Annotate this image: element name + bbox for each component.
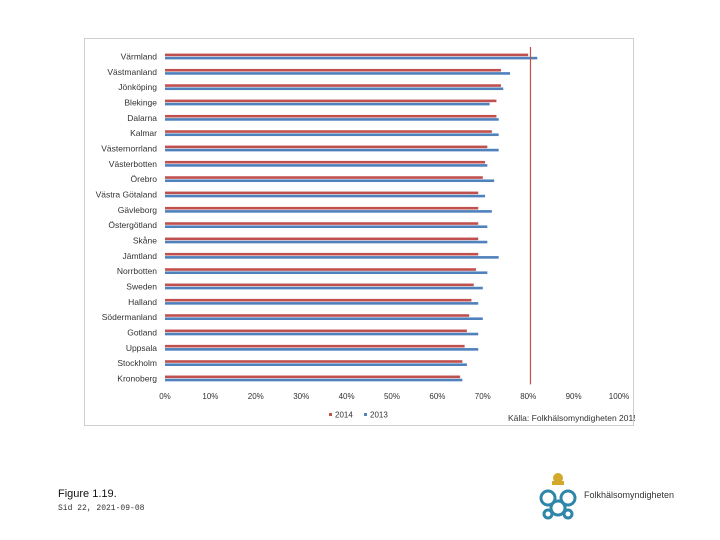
x-tick-label: 90% [566, 392, 582, 401]
category-label: Västernorrland [101, 143, 157, 153]
legend-label: 2014 [335, 411, 353, 420]
source-label: Källa: Folkhälsomyndigheten 2015 [508, 413, 635, 423]
category-label: Östergötland [108, 220, 157, 230]
x-tick-label: 20% [248, 392, 264, 401]
category-label: Skåne [133, 235, 157, 245]
category-label: Gotland [127, 327, 157, 337]
bar-2013 [165, 225, 488, 229]
bar-2014 [165, 283, 474, 287]
legend-label: 2013 [370, 411, 388, 420]
bar-2013 [165, 271, 488, 275]
bar-2013 [165, 179, 495, 183]
bar-2014 [165, 268, 476, 271]
chart-frame: Värmland Västmanland Jönköping Blekinge Dala… [84, 38, 635, 426]
bar-chart: Värmland Västmanland Jönköping Blekinge Dala… [96, 47, 635, 423]
bar-2014 [165, 53, 529, 57]
bar-2014 [165, 160, 486, 164]
bar-2014 [165, 344, 465, 348]
category-label: Halland [128, 297, 157, 307]
bar-2014 [165, 130, 492, 133]
bar-2014 [165, 145, 488, 149]
lattice-emblem-icon [539, 489, 577, 520]
bar-2013 [165, 317, 483, 321]
bar-2013 [165, 332, 479, 336]
folkhalsomyndigheten-logo [539, 473, 577, 520]
category-label: Sweden [126, 281, 157, 291]
bar-2014 [165, 68, 501, 72]
bar-2013 [165, 118, 499, 121]
x-tick-label: 40% [339, 392, 355, 401]
category-label: Jönköping [118, 82, 157, 92]
bar-2013 [165, 87, 504, 91]
x-tick-label: 50% [384, 392, 400, 401]
bar-2014 [165, 298, 472, 302]
bar-2013 [165, 363, 467, 366]
slide-date: Sid 22, 2021-09-08 [58, 504, 145, 513]
category-label: Örebro [131, 174, 158, 184]
category-label: Södermanland [102, 312, 158, 322]
bar-2013 [165, 348, 479, 351]
bar-2013 [165, 133, 499, 137]
bar-2014 [165, 99, 497, 103]
category-label: Gävleborg [118, 205, 157, 215]
bar-2013 [165, 102, 490, 106]
x-tick-label: 0% [159, 392, 171, 401]
bar-2014 [165, 314, 470, 317]
category-label: Norrbotten [117, 266, 157, 276]
bar-2014 [165, 237, 479, 241]
bar-2013 [165, 302, 479, 305]
x-tick-label: 60% [429, 392, 445, 401]
category-label: Kalmar [130, 128, 157, 138]
bar-2014 [165, 191, 479, 195]
category-label: Kronoberg [117, 373, 157, 383]
bar-2013 [165, 256, 499, 259]
bar-2013 [165, 164, 488, 167]
category-label: Värmland [121, 52, 158, 62]
category-label: Dalarna [127, 113, 157, 123]
category-label: Västmanland [107, 67, 157, 77]
bar-2013 [165, 240, 488, 244]
bar-2014 [165, 252, 479, 256]
x-tick-label: 10% [202, 392, 218, 401]
bar-2013 [165, 194, 486, 198]
bar-2014 [165, 222, 479, 225]
legend-swatch-2014 [329, 413, 332, 416]
bar-2014 [165, 375, 461, 379]
category-label: Blekinge [124, 97, 157, 107]
x-tick-label: 70% [475, 392, 491, 401]
bar-2014 [165, 176, 483, 179]
category-label: Uppsala [126, 343, 157, 353]
category-label: Stockholm [117, 358, 157, 368]
bar-2013 [165, 72, 511, 75]
bar-2014 [165, 329, 467, 333]
bar-2014 [165, 206, 479, 210]
bar-2014 [165, 360, 463, 363]
figure-caption: Figure 1.19. [58, 488, 117, 500]
bar-2013 [165, 56, 538, 60]
bar-2013 [165, 148, 499, 152]
category-label: Västra Götaland [96, 189, 158, 199]
legend: 2014 2013 [329, 411, 388, 420]
bar-2013 [165, 378, 463, 382]
category-label: Jämtland [123, 251, 158, 261]
category-label: Västerbotten [109, 159, 157, 169]
bar-2014 [165, 114, 497, 118]
x-tick-label: 100% [609, 392, 629, 401]
bar-2013 [165, 210, 492, 213]
legend-swatch-2013 [364, 413, 367, 416]
x-tick-label: 30% [293, 392, 309, 401]
logo-text: Folkhälsomyndigheten [584, 490, 675, 500]
bar-2013 [165, 286, 483, 290]
crown-icon [552, 473, 564, 485]
bar-2014 [165, 84, 501, 87]
x-tick-label: 80% [520, 392, 536, 401]
